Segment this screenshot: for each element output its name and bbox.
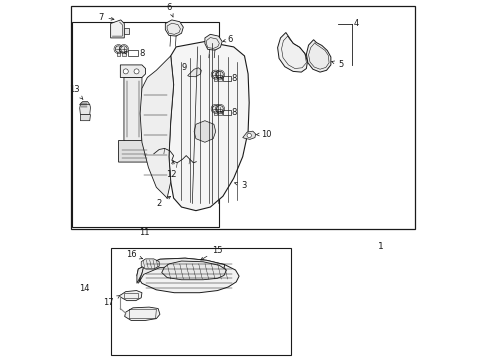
Circle shape bbox=[216, 105, 223, 112]
Text: 16: 16 bbox=[126, 250, 142, 259]
Text: 15: 15 bbox=[201, 246, 222, 260]
Bar bbox=[117, 49, 120, 56]
Polygon shape bbox=[80, 114, 90, 121]
Text: 8: 8 bbox=[139, 49, 144, 58]
Polygon shape bbox=[137, 266, 143, 283]
Polygon shape bbox=[124, 28, 129, 34]
Text: 7: 7 bbox=[98, 13, 114, 22]
Polygon shape bbox=[137, 258, 239, 293]
Polygon shape bbox=[138, 258, 224, 283]
Circle shape bbox=[152, 152, 155, 156]
Circle shape bbox=[134, 69, 139, 74]
Circle shape bbox=[115, 46, 122, 52]
Polygon shape bbox=[120, 291, 142, 301]
Text: 9: 9 bbox=[181, 63, 186, 72]
Bar bbox=[218, 75, 221, 81]
Text: 13: 13 bbox=[69, 85, 83, 99]
Text: 5: 5 bbox=[331, 60, 343, 69]
Polygon shape bbox=[194, 121, 215, 142]
Polygon shape bbox=[118, 140, 152, 162]
Circle shape bbox=[184, 154, 187, 157]
Polygon shape bbox=[120, 65, 145, 77]
Text: 12: 12 bbox=[166, 161, 177, 179]
Polygon shape bbox=[110, 20, 124, 38]
Polygon shape bbox=[168, 41, 249, 211]
Circle shape bbox=[123, 69, 128, 74]
Bar bbox=[218, 109, 221, 115]
Bar bbox=[223, 76, 230, 81]
Bar bbox=[72, 22, 219, 227]
Polygon shape bbox=[165, 20, 183, 36]
Text: 8: 8 bbox=[231, 108, 236, 117]
Text: 10: 10 bbox=[255, 130, 271, 139]
Circle shape bbox=[175, 166, 178, 169]
Polygon shape bbox=[140, 56, 173, 198]
Text: 4: 4 bbox=[352, 19, 358, 28]
Bar bbox=[214, 109, 217, 115]
Bar bbox=[214, 75, 217, 81]
Polygon shape bbox=[141, 259, 159, 269]
Polygon shape bbox=[277, 32, 307, 72]
Text: 6: 6 bbox=[223, 35, 232, 44]
Text: 8: 8 bbox=[231, 74, 236, 83]
Text: 1: 1 bbox=[377, 242, 383, 251]
Polygon shape bbox=[242, 131, 255, 139]
Bar bbox=[122, 49, 125, 56]
Text: 14: 14 bbox=[79, 284, 89, 293]
Polygon shape bbox=[187, 68, 201, 77]
Bar bbox=[111, 248, 291, 355]
Bar bbox=[71, 5, 415, 229]
Circle shape bbox=[212, 71, 219, 78]
Polygon shape bbox=[124, 307, 160, 320]
Circle shape bbox=[187, 162, 190, 165]
Polygon shape bbox=[162, 261, 226, 280]
Polygon shape bbox=[306, 40, 330, 72]
Text: 3: 3 bbox=[234, 181, 246, 190]
Circle shape bbox=[170, 158, 173, 162]
Bar bbox=[127, 50, 138, 56]
Circle shape bbox=[194, 160, 198, 163]
Circle shape bbox=[157, 148, 161, 151]
Text: 6: 6 bbox=[166, 3, 173, 17]
Polygon shape bbox=[80, 104, 90, 114]
Text: 2: 2 bbox=[156, 196, 170, 208]
Polygon shape bbox=[204, 34, 222, 50]
Circle shape bbox=[121, 46, 127, 52]
Bar bbox=[223, 110, 230, 115]
Circle shape bbox=[212, 105, 219, 112]
Circle shape bbox=[246, 133, 251, 138]
Circle shape bbox=[162, 152, 165, 155]
Text: 11: 11 bbox=[139, 228, 150, 237]
Polygon shape bbox=[123, 77, 142, 148]
Text: 17: 17 bbox=[103, 296, 120, 307]
Polygon shape bbox=[80, 102, 90, 107]
Circle shape bbox=[216, 71, 223, 78]
